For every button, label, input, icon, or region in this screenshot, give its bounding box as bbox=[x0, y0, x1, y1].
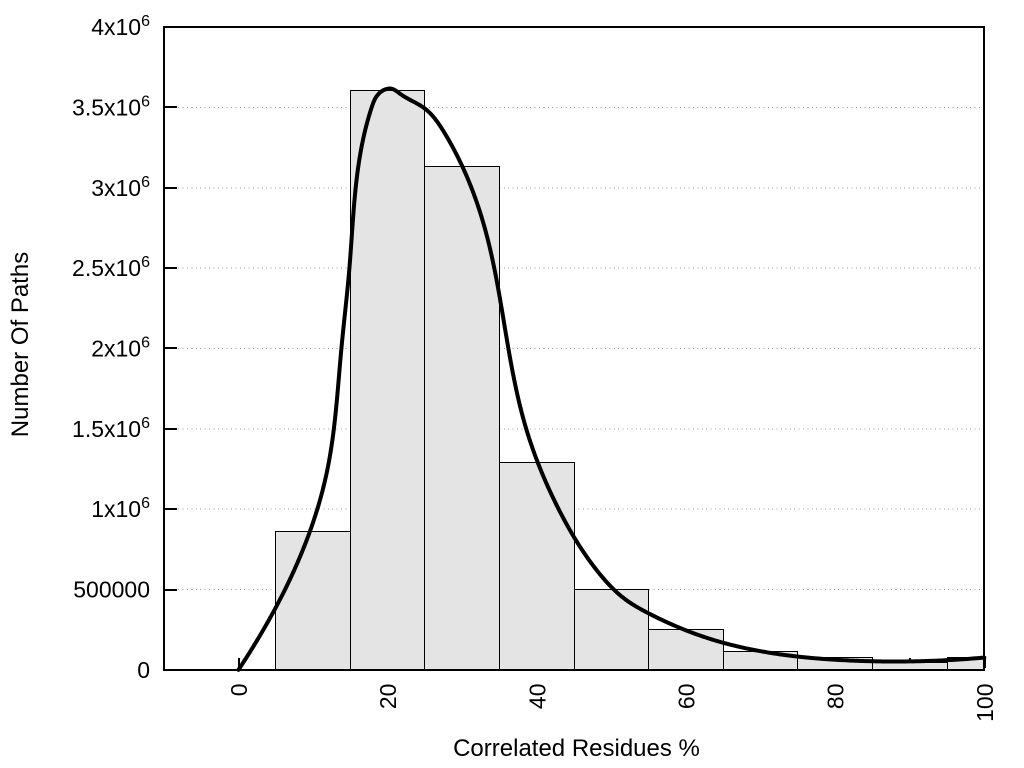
svg-text:0: 0 bbox=[226, 684, 252, 697]
svg-text:40: 40 bbox=[524, 684, 550, 710]
svg-text:1.5x106: 1.5x106 bbox=[72, 415, 150, 442]
svg-text:60: 60 bbox=[674, 684, 700, 710]
svg-text:100: 100 bbox=[972, 684, 998, 722]
svg-text:2x106: 2x106 bbox=[91, 335, 150, 362]
svg-text:3x106: 3x106 bbox=[91, 174, 150, 201]
svg-text:2.5x106: 2.5x106 bbox=[72, 254, 150, 281]
svg-text:Number Of Paths: Number Of Paths bbox=[7, 252, 34, 437]
svg-text:Correlated Residues %: Correlated Residues % bbox=[453, 735, 700, 762]
svg-text:4x106: 4x106 bbox=[91, 13, 150, 40]
svg-text:500000: 500000 bbox=[73, 577, 150, 603]
svg-text:0: 0 bbox=[137, 657, 150, 683]
svg-text:20: 20 bbox=[375, 684, 401, 710]
svg-text:1x106: 1x106 bbox=[91, 495, 150, 522]
svg-text:80: 80 bbox=[823, 684, 849, 710]
svg-text:3.5x106: 3.5x106 bbox=[72, 93, 150, 120]
